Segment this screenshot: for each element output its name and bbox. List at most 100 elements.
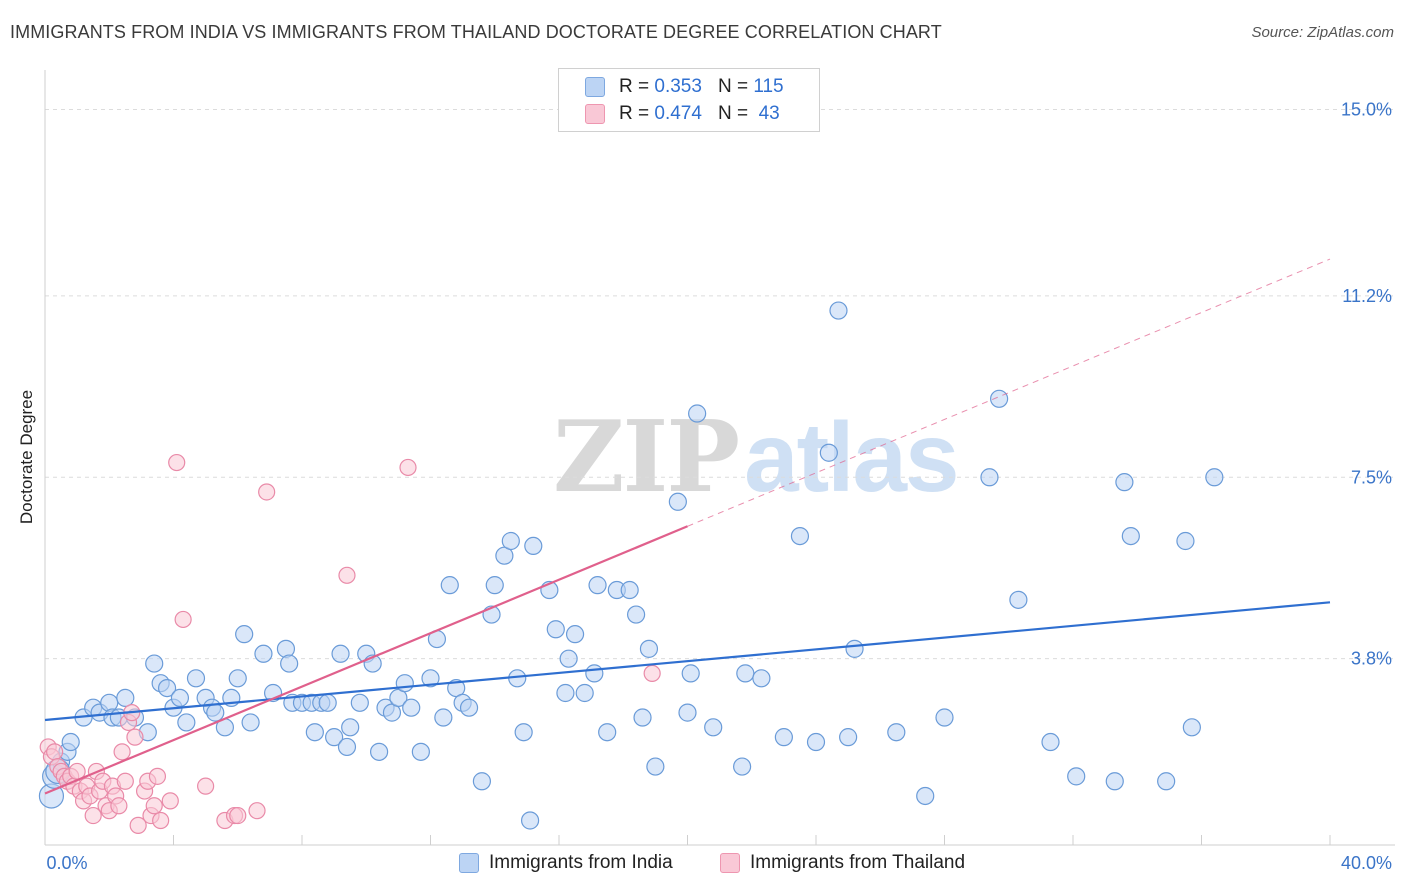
thailand-point [126,728,144,746]
india-points [38,301,1224,830]
india-point [305,723,324,742]
india-point [774,728,793,747]
india-point [116,688,135,708]
india-point [228,669,247,688]
india-point [639,639,659,658]
india-point [318,693,337,712]
india-point [280,654,299,673]
india-point [501,531,520,551]
tick-labels: 3.8% 7.5% 11.2% 15.0% 0.0% 40.0% [46,100,1392,873]
india-point [325,728,344,747]
axes [44,70,1395,846]
thailand-point [116,772,134,790]
india-point [626,605,646,624]
thailand-point [129,816,147,834]
thailand-r-value: 0.474 [654,103,702,124]
thailand-points [39,453,661,834]
y-tick-label: 3.8% [1351,649,1392,669]
india-point [472,772,491,791]
thailand-r-label: R = [619,103,650,124]
thailand-n-label: N = [717,103,749,124]
india-point [688,404,707,423]
chart-title: IMMIGRANTS FROM INDIA VS IMMIGRANTS FROM… [10,22,942,42]
india-point [1041,732,1060,752]
thailand-point [197,777,215,795]
india-point [633,708,652,727]
india-point [170,688,190,708]
india-point [980,468,999,487]
india-r-label: R = [619,76,650,97]
india-point [620,580,639,600]
india-point [341,718,360,737]
thailand-point [168,453,186,472]
india-point [206,703,225,722]
india-point [668,492,687,511]
india-point [485,576,504,595]
india-point [157,678,177,698]
india-point [646,757,665,776]
india-point [585,664,604,683]
legend-item-india[interactable]: Immigrants from India [459,852,673,874]
thailand-legend-swatch [720,853,740,873]
india-point [887,723,906,742]
india-point [350,693,369,712]
india-point [546,620,565,639]
india-point [752,669,771,688]
india-n-value: 115 [753,76,784,97]
thailand-point [152,811,170,830]
india-point [1176,531,1195,551]
thailand-point [174,610,192,629]
india-point [588,576,607,595]
india-point [806,732,826,752]
india-point [678,703,697,722]
correlation-legend: R = 0.353 N = 115 R = 0.474 N = 43 [558,68,820,132]
india-point [916,786,935,806]
india-legend-label: Immigrants from India [489,852,673,873]
india-point [819,443,838,462]
india-point [421,669,440,688]
india-point [235,625,254,644]
series-legend: Immigrants from India Immigrants from Th… [0,852,1406,878]
india-point [935,708,954,727]
india-point [254,644,273,663]
india-point [440,576,459,595]
india-point [186,669,206,688]
thailand-point [84,806,102,825]
india-point [459,698,479,717]
legend-item-thailand[interactable]: Immigrants from Thailand [720,852,965,874]
thailand-point [113,743,131,761]
thailand-point [248,802,266,820]
india-point [331,644,350,663]
india-point [337,737,357,757]
x-tick-label-max: 40.0% [1341,853,1392,873]
india-point [839,728,858,747]
thailand-trend-extension [687,258,1331,527]
india-point [520,811,540,830]
india-point [276,639,296,658]
india-point [736,664,755,683]
thailand-legend-label: Immigrants from Thailand [750,852,966,873]
india-point [370,742,389,761]
y-tick-label: 7.5% [1351,467,1392,487]
india-point [575,683,594,703]
india-point [829,301,848,320]
x-tick-label-min: 0.0% [46,853,87,873]
y-tick-label: 11.2% [1342,286,1392,306]
thailand-swatch [585,104,605,124]
india-point [1121,526,1140,546]
thailand-point [258,483,276,501]
india-n-label: N = [717,76,749,97]
india-point [733,757,752,776]
india-point [241,713,260,732]
india-point [556,683,575,703]
india-swatch [585,77,605,97]
grid-lines [45,109,1395,660]
trend-lines [44,258,1331,795]
legend-row-thailand: R = 0.474 N = 43 [585,101,780,127]
india-legend-swatch [459,853,479,873]
india-point [681,664,700,683]
india-point [1105,772,1124,791]
india-point [704,718,723,737]
india-point [559,649,578,668]
